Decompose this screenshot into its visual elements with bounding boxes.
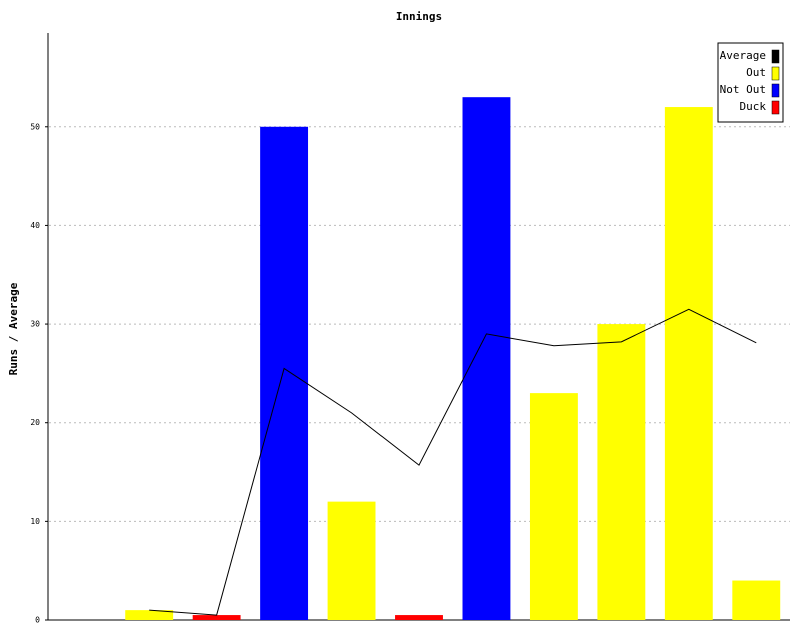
bar (395, 615, 443, 620)
bar (597, 324, 646, 620)
y-tick-label: 40 (30, 221, 40, 230)
bar (125, 610, 174, 620)
legend-label: Average (720, 49, 766, 62)
chart-title: Innings (396, 10, 442, 23)
y-axis-label: Runs / Average (7, 282, 20, 375)
y-tick-label: 50 (30, 122, 40, 131)
y-tick-label: 30 (30, 320, 40, 329)
y-tick-label: 20 (30, 418, 40, 427)
legend-swatch (771, 49, 780, 64)
bar (327, 501, 376, 620)
average-line (149, 308, 757, 616)
legend-swatch (771, 66, 780, 81)
y-tick-label: 10 (30, 517, 40, 526)
legend-label: Out (746, 66, 766, 79)
bar (529, 393, 578, 620)
bar (664, 107, 713, 621)
legend-swatch (771, 100, 780, 115)
bar (462, 97, 511, 620)
bar (260, 126, 309, 620)
bar (192, 615, 241, 620)
legend-label: Not Out (720, 83, 766, 96)
bar (732, 580, 781, 620)
legend-swatch (771, 83, 780, 98)
legend-label: Duck (740, 100, 767, 113)
y-tick-label: 0 (35, 616, 40, 625)
